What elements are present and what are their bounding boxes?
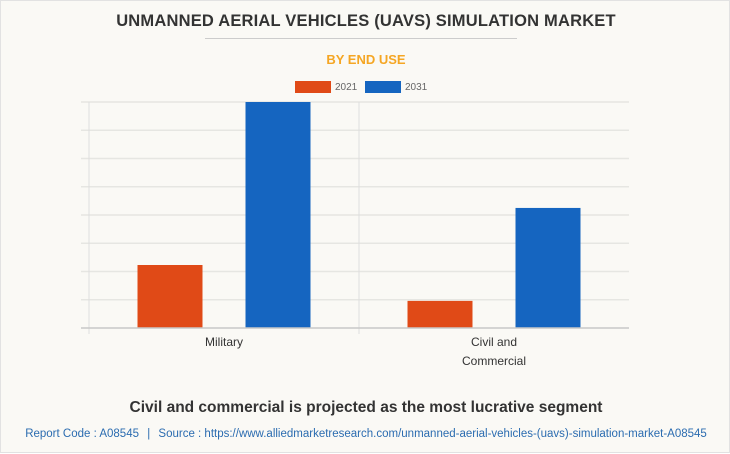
bar-2021-civil-and-commercial	[407, 300, 473, 328]
x-tick-label: Civil and Commercial	[462, 335, 526, 368]
legend-label-2031: 2031	[405, 81, 428, 93]
chart-title: UNMANNED AERIAL VEHICLES (UAVS) SIMULATI…	[116, 12, 616, 30]
legend: 2021 2031	[1, 81, 730, 95]
title-divider	[205, 38, 517, 39]
bar-2031-military	[245, 102, 311, 328]
footer: Report Code : A08545 | Source : https://…	[1, 428, 730, 440]
insight-text: Civil and commercial is projected as the…	[129, 399, 603, 416]
bar-2031-civil-and-commercial	[515, 207, 581, 328]
legend-swatch-2021	[295, 81, 331, 93]
bar-2021-military	[137, 265, 203, 328]
legend-swatch-2031	[365, 81, 401, 93]
report-code: Report Code : A08545	[25, 428, 139, 440]
legend-item-2021[interactable]: 2021	[295, 81, 357, 93]
chart-subtitle: BY END USE	[326, 52, 406, 67]
footer-separator: |	[147, 428, 151, 440]
legend-item-2031[interactable]: 2031	[365, 81, 427, 93]
legend-label-2021: 2021	[335, 81, 358, 93]
source-link[interactable]: Source : https://www.alliedmarketresearc…	[158, 428, 707, 440]
x-tick-label: Military	[205, 335, 243, 349]
